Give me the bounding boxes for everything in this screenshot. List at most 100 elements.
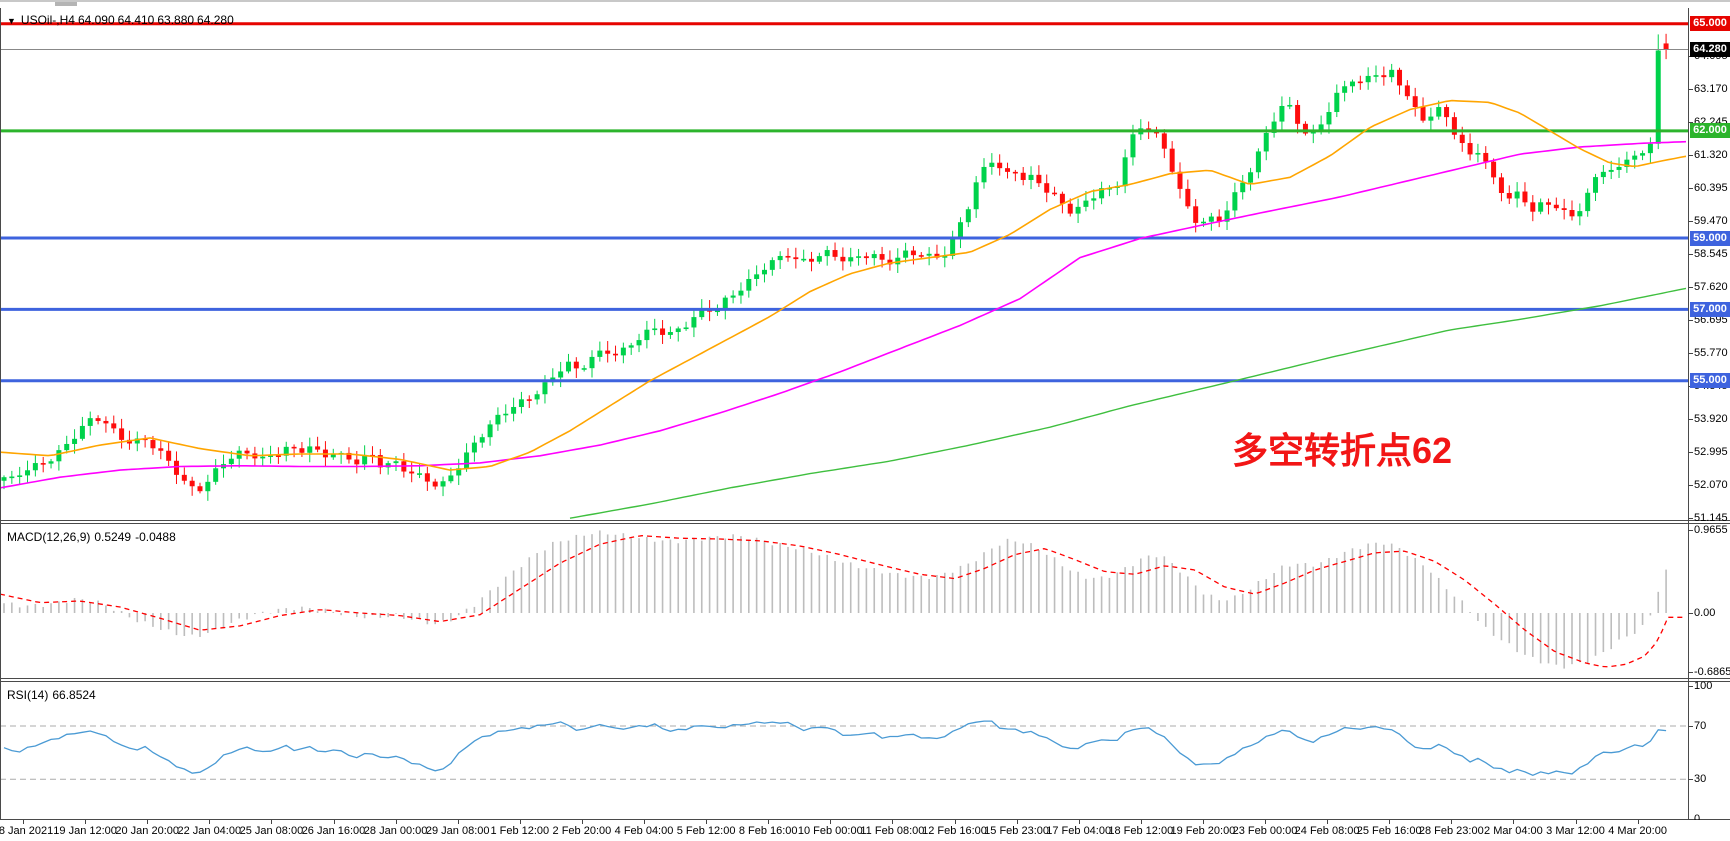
macd-tick-mark (1688, 613, 1693, 614)
quote-low: 63.880 (157, 13, 195, 27)
rsi-tick-label: 30 (1694, 773, 1707, 786)
time-tick-mark (581, 820, 583, 824)
price-level-badge: 57.000 (1690, 301, 1730, 317)
time-tick-label: 4 Feb 04:00 (614, 825, 674, 837)
macd-tick-mark (1688, 529, 1693, 531)
time-tick-label: 2 Mar 04:00 (1484, 825, 1543, 837)
price-level-badge: 65.000 (1690, 16, 1730, 32)
price-tick-mark (1688, 254, 1693, 256)
time-tick-label: 15 Feb 23:00 (984, 825, 1050, 837)
rsi-tick-label: 0 (1694, 812, 1700, 826)
rsi-tick-mark (1688, 779, 1693, 781)
panel-separator[interactable] (0, 678, 1730, 679)
price-level-badge: 62.000 (1690, 123, 1730, 139)
time-tick-label: 25 Jan 08:00 (239, 825, 304, 837)
time-tick-label: 3 Mar 12:00 (1546, 825, 1605, 837)
time-tick-mark (333, 820, 335, 824)
time-tick-mark (1451, 820, 1453, 824)
time-tick-label: 24 Feb 08:00 (1294, 825, 1360, 837)
time-tick-label: 23 Feb 00:00 (1232, 825, 1298, 837)
time-tick-mark (892, 820, 894, 824)
annotation-text: 多空转折点62 (1232, 430, 1453, 471)
rsi-tick-mark (1688, 686, 1693, 688)
time-tick-label: 17 Feb 04:00 (1046, 825, 1112, 837)
time-tick-mark (1140, 820, 1142, 824)
symbol-name: USOil-,H4 (20, 13, 75, 27)
time-tick-label: 1 Feb 12:00 (490, 825, 550, 837)
time-tick-mark (271, 820, 273, 824)
rsi-indicator-label: RSI(14) 66.8524 (7, 688, 100, 702)
price-tick-mark (1688, 221, 1693, 223)
rsi-name: RSI(14) (7, 688, 49, 702)
price-tick-label: 56.695 (1694, 314, 1728, 327)
time-tick-label: 25 Feb 16:00 (1356, 825, 1422, 837)
price-tick-label: 60.395 (1694, 182, 1728, 195)
price-tick-label: 52.995 (1694, 446, 1728, 459)
price-tick-label: 53.920 (1694, 413, 1728, 426)
macd-chart-canvas[interactable] (0, 524, 1689, 678)
time-tick-mark (209, 820, 211, 824)
price-level-badge: 55.000 (1690, 373, 1730, 389)
time-tick-mark (1265, 820, 1266, 824)
window-tab-notch (55, 2, 77, 6)
price-tick-label: 57.620 (1694, 281, 1728, 294)
rsi-value: 66.8524 (52, 688, 96, 702)
panel-separator[interactable] (0, 520, 1730, 521)
time-tick-mark (1513, 820, 1515, 824)
time-tick-mark (85, 820, 87, 824)
time-tick-mark (457, 820, 459, 824)
rsi-chart-canvas[interactable] (0, 682, 1689, 819)
panel-separator (0, 819, 1730, 820)
time-tick-label: 28 Feb 23:00 (1418, 825, 1484, 837)
time-tick-mark (1016, 820, 1018, 824)
time-tick-label: 19 Feb 20:00 (1170, 825, 1236, 837)
rsi-tick-label: 70 (1694, 720, 1707, 732)
price-level-badge: 59.000 (1690, 230, 1730, 246)
chart-left-border (0, 8, 1, 820)
panel-separator[interactable] (0, 523, 1730, 524)
time-tick-label: 10 Feb 00:00 (797, 825, 863, 837)
quote-high: 64.410 (117, 13, 155, 27)
price-tick-mark (1688, 188, 1693, 190)
time-tick-mark (23, 820, 24, 824)
macd-main-value: 0.5249 (94, 530, 132, 544)
main-chart-canvas[interactable] (0, 8, 1689, 520)
price-tick-mark (1688, 122, 1693, 124)
price-tick-label: 63.170 (1694, 83, 1728, 96)
macd-signal-value: -0.0488 (135, 530, 176, 544)
macd-tick-label: 0.00 (1694, 607, 1716, 619)
price-tick-label: 61.320 (1694, 149, 1728, 162)
time-tick-label: 2 Feb 20:00 (552, 825, 612, 837)
time-tick-label: 20 Jan 20:00 (115, 825, 179, 837)
window-top-strip (0, 0, 1730, 10)
time-tick-label: 5 Feb 12:00 (676, 825, 736, 837)
time-tick-mark (1327, 820, 1329, 824)
time-tick-mark (1202, 820, 1204, 824)
rsi-tick-mark (1688, 819, 1693, 821)
time-tick-mark (830, 820, 832, 824)
time-tick-label: 29 Jan 08:00 (425, 825, 490, 837)
macd-tick-mark (1688, 672, 1693, 674)
price-tick-mark (1688, 353, 1693, 355)
time-tick-mark (644, 820, 645, 824)
price-tick-mark (1688, 452, 1693, 454)
price-tick-label: 59.470 (1694, 215, 1728, 228)
price-tick-mark (1688, 485, 1693, 487)
time-tick-mark (954, 820, 956, 824)
price-tick-label: 52.070 (1694, 479, 1728, 492)
price-tick-mark (1688, 89, 1693, 91)
time-tick-mark (147, 820, 149, 824)
time-tick-label: 4 Mar 20:00 (1608, 825, 1667, 837)
time-tick-mark (1637, 820, 1639, 824)
rsi-tick-mark (1688, 726, 1693, 727)
macd-name: MACD(12,26,9) (7, 530, 91, 544)
panel-separator[interactable] (0, 681, 1730, 682)
price-tick-label: 51.145 (1694, 512, 1728, 525)
price-tick-mark (1688, 287, 1693, 289)
dropdown-icon: ▼ (7, 16, 16, 26)
macd-tick-label: 0.9655 (1694, 523, 1728, 536)
time-tick-label: 18 Jan 2021 (0, 825, 54, 837)
rsi-tick-label: 100 (1694, 680, 1713, 693)
